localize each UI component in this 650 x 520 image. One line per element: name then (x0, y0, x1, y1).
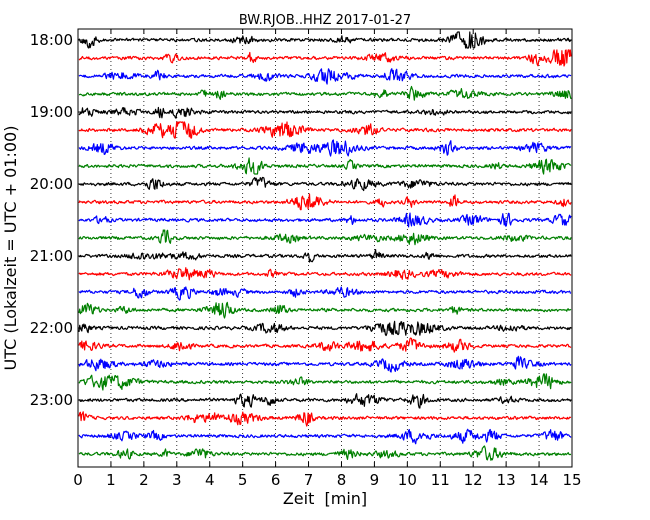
y-tick-label: 18:00 (30, 31, 73, 49)
chart-title: BW.RJOB..HHZ 2017-01-27 (239, 13, 411, 28)
x-tick-label: 10 (398, 471, 417, 489)
x-tick-label: 13 (497, 471, 516, 489)
plot-frame (77, 28, 573, 468)
y-tick-label: 19:00 (30, 103, 73, 121)
trace-line (78, 85, 572, 101)
x-tick-label: 14 (530, 471, 549, 489)
x-tick-label: 9 (370, 471, 380, 489)
x-tick-label: 4 (205, 471, 215, 489)
x-tick-label: 2 (139, 471, 149, 489)
x-tick-label: 15 (562, 471, 581, 489)
trace-line (78, 193, 572, 211)
y-tick-label: 20:00 (30, 175, 73, 193)
trace-line (78, 176, 572, 192)
x-axis-label: Zeit [min] (283, 489, 367, 508)
trace-line (78, 355, 572, 373)
trace-line (78, 139, 572, 157)
trace-line (78, 68, 572, 85)
y-axis-label: UTC (Lokalzeit = UTC + 01:00) (1, 126, 20, 371)
y-tick-label: 21:00 (30, 247, 73, 265)
trace-line (78, 428, 572, 445)
x-tick-label: 7 (304, 471, 314, 489)
trace-line (78, 49, 572, 67)
x-tick-label: 3 (172, 471, 182, 489)
trace-line (78, 301, 572, 319)
trace-line (78, 212, 572, 228)
trace-line (78, 373, 572, 391)
x-tick-label: 6 (271, 471, 281, 489)
trace-line (78, 445, 572, 461)
x-tick-label: 5 (238, 471, 248, 489)
trace-line (79, 393, 572, 409)
trace-line (78, 31, 572, 49)
x-tick-label: 1 (106, 471, 116, 489)
trace-line (78, 157, 572, 175)
trace-line (78, 337, 572, 353)
seismic-traces (78, 31, 572, 461)
x-tick-labels: 0 1 2 3 4 5 6 7 8 9 10 11 12 13 14 15 (73, 471, 581, 489)
x-tick-label: 0 (73, 471, 83, 489)
trace-line (78, 267, 572, 281)
trace-line (78, 411, 572, 427)
trace-line (78, 286, 572, 301)
trace-line (78, 121, 572, 139)
y-tick-label: 23:00 (30, 391, 73, 409)
x-tick-label: 12 (464, 471, 483, 489)
y-tick-labels: 18:00 19:00 20:00 21:00 22:00 23:00 (30, 31, 73, 409)
trace-line (78, 249, 572, 263)
x-tick-label: 11 (431, 471, 450, 489)
axis-ticks (77, 29, 573, 467)
x-tick-label: 8 (337, 471, 347, 489)
trace-line (78, 320, 572, 337)
trace-line (78, 106, 572, 119)
y-tick-label: 22:00 (30, 319, 73, 337)
trace-line (78, 229, 572, 246)
